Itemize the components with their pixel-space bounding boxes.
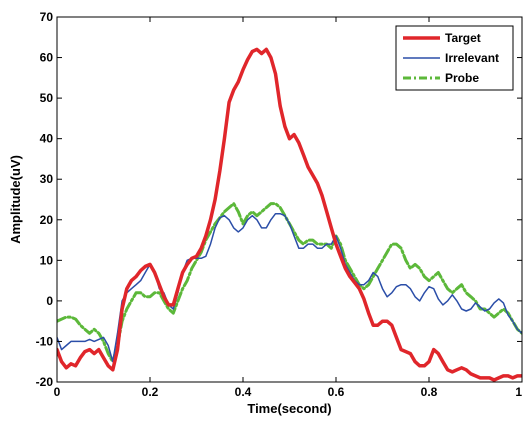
x-axis-label: Time(second) (247, 401, 331, 416)
y-tick-label: 10 (40, 253, 54, 267)
legend: Target Irrelevant Probe (395, 25, 514, 91)
y-tick-label: -20 (36, 375, 54, 389)
series-line-irrelevant (57, 212, 522, 363)
y-ticks: -20 -10 0 10 20 30 40 50 60 70 (36, 10, 522, 389)
y-tick-label: 20 (40, 213, 54, 227)
y-tick-label: -10 (36, 334, 54, 348)
y-axis-label: Amplitude(uV) (8, 155, 23, 244)
legend-label-irrelevant: Irrelevant (445, 51, 499, 65)
plot-frame (56, 16, 523, 383)
legend-label-target: Target (445, 31, 481, 45)
y-tick-label: 50 (40, 91, 54, 105)
x-tick-label: 0.8 (421, 385, 438, 399)
x-ticks: 0 0.2 0.4 0.6 0.8 1 (54, 17, 523, 399)
x-tick-label: 0.4 (235, 385, 252, 399)
x-tick-label: 0 (54, 385, 61, 399)
y-tick-label: 40 (40, 132, 54, 146)
y-tick-label: 30 (40, 172, 54, 186)
x-tick-label: 0.6 (328, 385, 345, 399)
y-tick-label: 60 (40, 51, 54, 65)
y-tick-label: 0 (46, 294, 53, 308)
series-layer (57, 47, 522, 382)
legend-label-probe: Probe (445, 71, 479, 85)
x-tick-label: 0.2 (142, 385, 159, 399)
y-tick-label: 70 (40, 10, 54, 24)
x-tick-label: 1 (515, 385, 522, 399)
series-line-target (57, 47, 522, 382)
